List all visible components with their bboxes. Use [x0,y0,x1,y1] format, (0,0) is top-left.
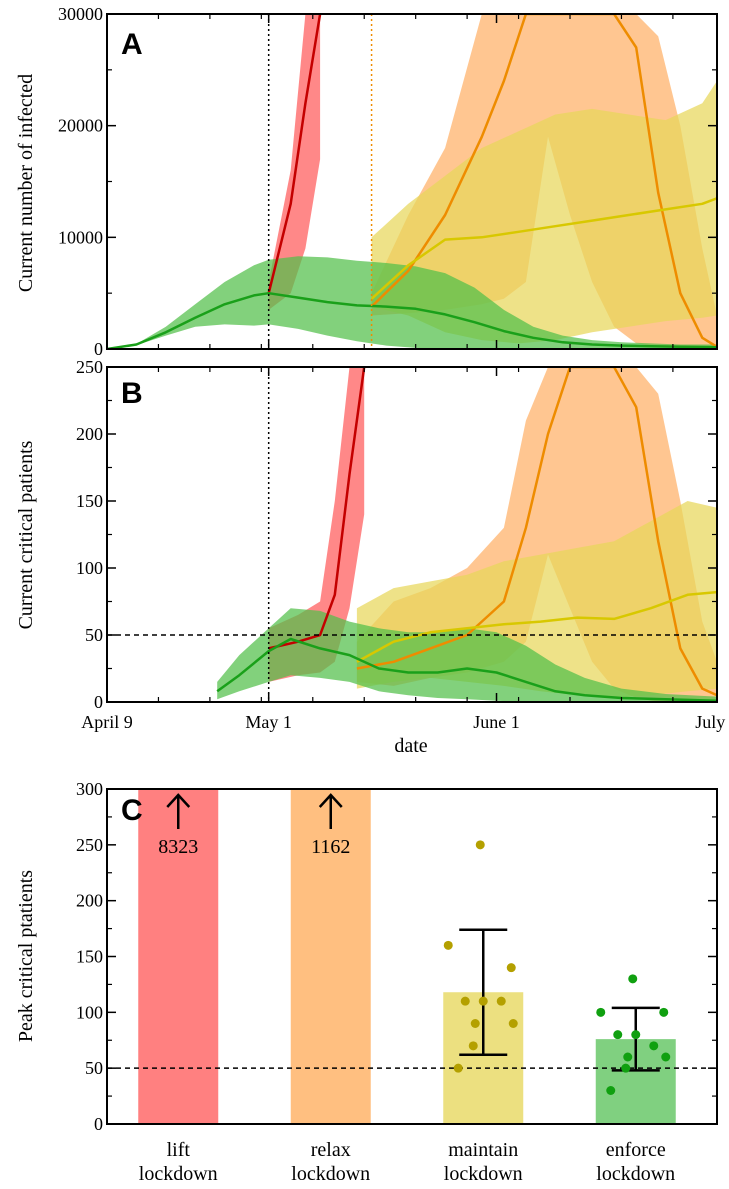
category-label-enforce-line1: enforce [606,1139,666,1161]
data-point-enforce [649,1041,659,1051]
c-ytick-label: 150 [76,947,103,967]
data-point-maintain [443,940,453,950]
b-band-lift [268,367,365,682]
a-median-line-enforce [107,291,717,349]
b-ytick-label: 50 [85,625,103,645]
offscale-arrow-head-relax [318,793,343,808]
data-point-maintain [508,1019,518,1028]
data-point-enforce [613,1030,623,1040]
data-point-enforce [596,1007,606,1017]
b-ytick-label: 0 [94,692,103,712]
data-point-maintain [453,1063,463,1073]
panel-a-letter: A [121,28,143,61]
category-label-relax-line2: lockdown [291,1163,370,1185]
panel-a-infected-chart: 0 10000 20000 30000 A Current number of inf… [15,4,718,359]
panel-c-y-axis-label: Peak critical ptatients [15,870,37,1042]
a-median-line-relax [370,14,717,348]
a-median-line-maintain [370,197,717,300]
panel-c-letter: C [121,794,143,827]
b-ytick-label: 200 [76,424,103,444]
data-point-enforce [621,1063,631,1073]
c-ytick-label: 100 [76,1002,103,1022]
panel-c-peak-bar-chart: 8323 1162 liftlockdownrelaxlockdownmainta… [15,779,718,1185]
offscale-arrow-head-lift [166,793,191,808]
a-band-maintain [371,81,717,344]
category-label-relax-line1: relax [311,1139,351,1161]
category-label-maintain-line2: lockdown [444,1163,523,1185]
data-point-maintain [478,996,488,1006]
b-xtick-label: April 9 [81,712,133,732]
a-ytick-label: 30000 [58,4,103,24]
data-point-maintain [506,963,516,973]
b-xtick-label: May 1 [245,712,292,732]
panel-b-letter: B [121,377,143,410]
category-label-lift-line1: lift [167,1139,191,1161]
b-xtick-label: July 1 [695,712,729,732]
panel-b-y-axis-label: Current critical patients [15,440,37,629]
offscale-label-lift: 8323 [158,836,198,858]
panel-c-axes: liftlockdownrelaxlockdownmaintainlockdow… [76,779,718,1185]
panel-a-axes: 0 10000 20000 30000 [58,4,718,359]
panel-a-reference-lines [267,14,373,349]
panel-a-y-axis-label: Current number of infected [15,74,37,292]
b-ytick-label: 100 [76,558,103,578]
b-ytick-label: 150 [76,491,103,511]
c-ytick-label: 250 [76,835,103,855]
b-median-line-relax [356,367,717,697]
panel-c-points [443,840,671,1095]
b-xtick-label: June 1 [473,712,520,732]
c-ytick-label: 300 [76,779,103,799]
data-point-maintain [475,840,485,850]
panel-b-axes: 0 50 100 150 200 250 April 9 May 1 June 1 July 1 [76,357,729,732]
panel-a-median-lines [107,14,717,349]
data-point-enforce [631,1030,641,1040]
data-point-maintain [496,996,506,1006]
b-band-enforce [217,608,717,702]
data-point-enforce [661,1052,671,1062]
bar-lift [138,789,219,1124]
data-point-maintain [460,996,470,1006]
data-point-maintain [468,1041,478,1051]
panel-b-bands [217,367,717,702]
a-median-line-lift [267,14,322,294]
data-point-enforce [623,1052,633,1062]
c-ytick-label: 200 [76,891,103,911]
category-label-enforce-line2: lockdown [596,1163,675,1185]
data-point-enforce [659,1007,669,1017]
offscale-label-relax: 1162 [311,836,350,858]
c-ytick-label: 50 [85,1058,103,1078]
panel-b-x-axis-label: date [394,735,427,757]
c-ytick-label: 0 [94,1114,103,1134]
a-band-enforce [107,256,717,349]
panel-b-reference-lines [107,367,717,702]
category-label-lift-line2: lockdown [139,1163,218,1185]
bar-relax [290,789,371,1124]
a-ytick-label: 10000 [58,227,103,247]
data-point-enforce [628,974,638,984]
b-median-line-maintain [356,590,717,663]
category-label-maintain-line1: maintain [448,1139,518,1161]
a-ytick-label: 20000 [58,116,103,136]
data-point-maintain [470,1019,480,1028]
b-median-line-enforce [216,637,717,702]
panel-a-bands [107,14,717,349]
b-ytick-label: 250 [76,357,103,377]
data-point-enforce [606,1086,616,1095]
a-ytick-label: 0 [94,339,103,359]
panel-b-median-lines [216,367,717,702]
b-median-line-lift [268,367,366,650]
panel-c-bars: 8323 1162 [138,789,676,1124]
